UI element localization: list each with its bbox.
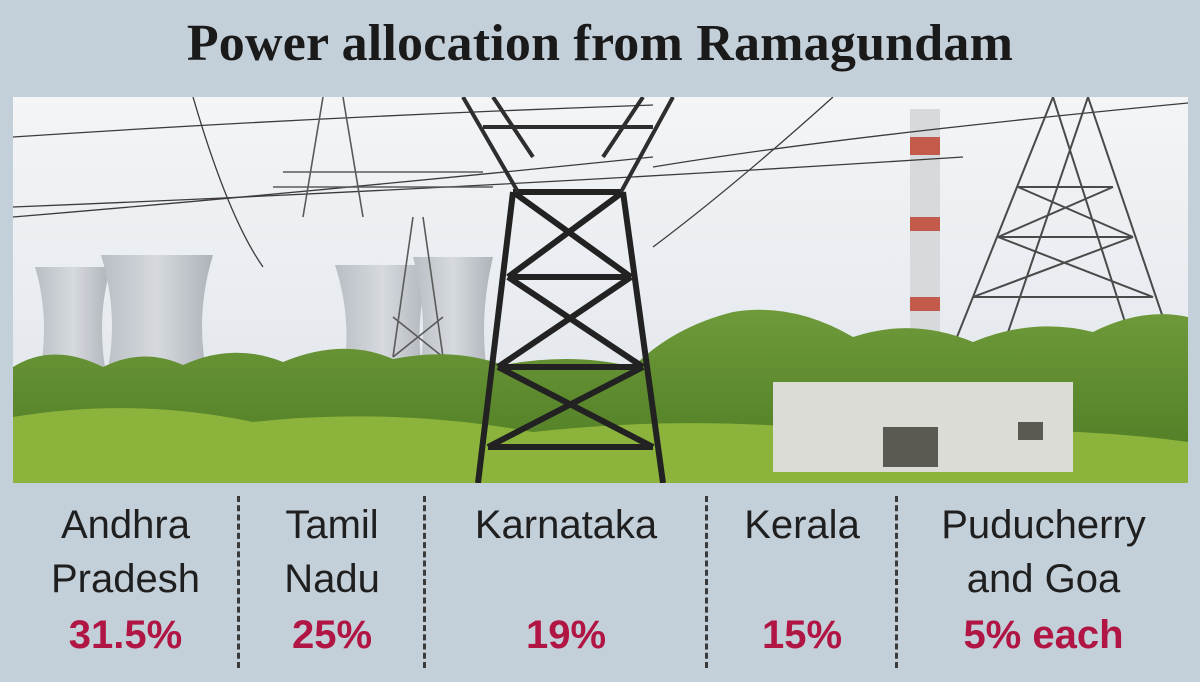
allocation-value: 31.5% [68, 613, 183, 657]
column-divider [895, 496, 898, 668]
allocation-value: 5% each [963, 613, 1124, 657]
chart-title: Power allocation from Ramagundam [186, 15, 1014, 72]
state-name: Karnataka [427, 498, 705, 552]
state-column-puducherry-goa: Puducherry and Goa 5% each [899, 490, 1188, 675]
state-name-line: Kerala [744, 503, 860, 547]
state-name-line: Pradesh [51, 557, 200, 601]
state-name: Andhra Pradesh [13, 498, 238, 606]
state-name-line: Puducherry [941, 503, 1146, 547]
allocation-table: Andhra Pradesh 31.5% Tamil Nadu 25% Karn… [13, 490, 1188, 675]
allocation-value: 15% [761, 613, 843, 657]
state-name: Puducherry and Goa [899, 498, 1188, 606]
column-divider [705, 496, 708, 668]
column-divider [237, 496, 240, 668]
state-name: Tamil Nadu [241, 498, 423, 606]
state-name-line: Andhra [61, 503, 190, 547]
power-plant-photo [13, 97, 1188, 483]
state-name-line: and Goa [966, 557, 1121, 601]
state-column-andhra-pradesh: Andhra Pradesh 31.5% [13, 490, 238, 675]
state-column-kerala: Kerala 15% [709, 490, 895, 675]
allocation-value: 19% [525, 613, 607, 657]
allocation-value: 25% [291, 613, 373, 657]
column-divider [423, 496, 426, 668]
state-column-tamil-nadu: Tamil Nadu 25% [241, 490, 423, 675]
state-name-line: Karnataka [474, 503, 658, 547]
state-name-line: Nadu [284, 557, 380, 601]
state-name-line: Tamil [285, 503, 379, 547]
state-name: Kerala [709, 498, 895, 552]
state-column-karnataka: Karnataka 19% [427, 490, 705, 675]
